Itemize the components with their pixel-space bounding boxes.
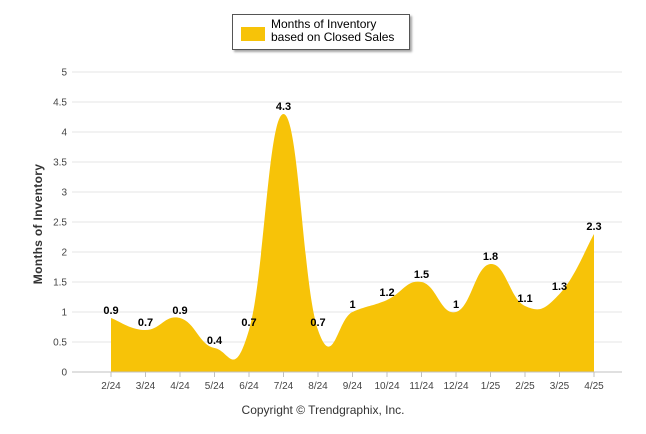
- data-label: 1.3: [552, 281, 567, 293]
- copyright-footer: Copyright © Trendgraphix, Inc.: [241, 403, 405, 417]
- data-label: 0.7: [138, 317, 153, 329]
- data-label: 0.9: [172, 305, 187, 317]
- y-tick-label: 4.5: [53, 98, 67, 109]
- data-label: 4.3: [276, 101, 291, 113]
- y-axis-title: Months of Inventory: [31, 163, 45, 285]
- data-label: 1.2: [379, 287, 394, 299]
- legend-label: Months of Inventory based on Closed Sale…: [271, 17, 395, 44]
- y-tick-label: 3: [61, 188, 67, 199]
- x-tick-label: 2/24: [101, 381, 121, 392]
- legend-swatch: [241, 27, 265, 41]
- x-tick-label: 12/24: [443, 381, 468, 392]
- y-tick-label: 2.5: [53, 218, 67, 229]
- y-tick-label: 1: [61, 308, 67, 319]
- data-label: 0.7: [241, 317, 256, 329]
- data-label: 1.8: [483, 251, 498, 263]
- y-tick-label: 0.5: [53, 338, 67, 349]
- x-tick-label: 2/25: [515, 381, 535, 392]
- x-tick-label: 1/25: [481, 381, 501, 392]
- data-label: 2.3: [586, 221, 601, 233]
- y-tick-label: 2: [61, 248, 67, 259]
- y-tick-label: 4: [61, 128, 67, 139]
- x-tick-label: 10/24: [374, 381, 399, 392]
- chart-legend: Months of Inventory based on Closed Sale…: [232, 14, 410, 50]
- series-area: [111, 114, 594, 372]
- data-label: 1.5: [414, 269, 429, 281]
- x-tick-label: 8/24: [308, 381, 328, 392]
- data-label: 1.1: [517, 293, 532, 305]
- data-label: 1: [453, 299, 459, 311]
- x-tick-label: 3/24: [136, 381, 156, 392]
- y-tick-label: 5: [61, 68, 67, 79]
- data-label: 0.7: [310, 317, 325, 329]
- y-tick-label: 0: [61, 368, 67, 379]
- data-label: 1: [349, 299, 355, 311]
- x-tick-label: 4/24: [170, 381, 190, 392]
- x-tick-label: 9/24: [343, 381, 363, 392]
- data-label: 0.4: [207, 335, 223, 347]
- x-tick-label: 6/24: [239, 381, 259, 392]
- y-tick-label: 3.5: [53, 158, 67, 169]
- y-tick-label: 1.5: [53, 278, 67, 289]
- x-tick-label: 11/24: [409, 381, 434, 392]
- data-label: 0.9: [103, 305, 118, 317]
- x-tick-label: 3/25: [550, 381, 570, 392]
- x-tick-label: 7/24: [274, 381, 294, 392]
- x-tick-label: 4/25: [584, 381, 604, 392]
- x-tick-label: 5/24: [205, 381, 225, 392]
